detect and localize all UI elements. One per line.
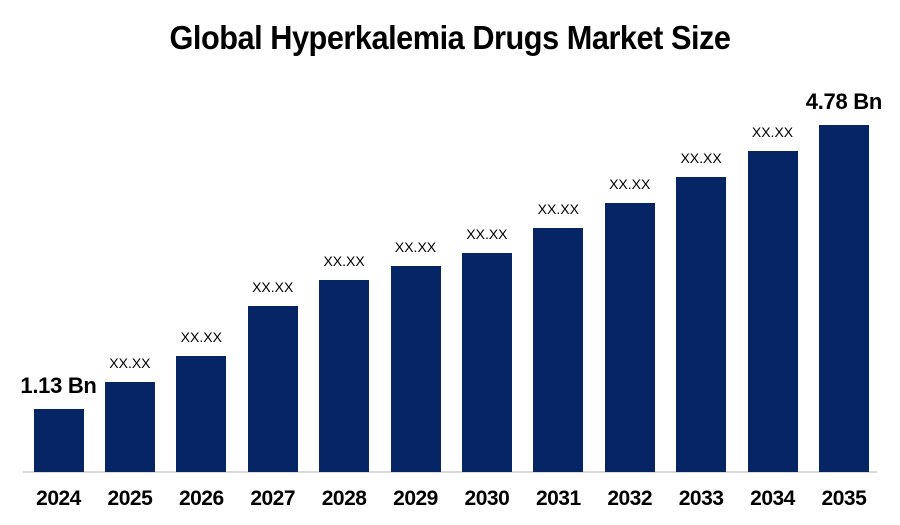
x-tick-label-2033: 2033 [678,487,724,510]
bar-2029 [390,266,441,472]
bar-value-label-2029: XX.XX [394,239,437,255]
x-tick-label-2028: 2028 [321,487,367,510]
bar-value-label-2034: XX.XX [751,124,794,140]
x-tick-label-2031: 2031 [535,487,581,510]
bar-2033 [676,177,727,472]
bar-2032 [604,203,655,472]
x-tick-label-2026: 2026 [178,487,224,510]
x-tick-label-2027: 2027 [250,487,296,510]
x-tick-label-2030: 2030 [464,487,510,510]
bar-value-label-2025: XX.XX [109,355,151,371]
bar-value-label-2030: XX.XX [466,226,508,242]
bar-value-label-2024: 1.13 Bn [20,373,97,398]
bar-value-label-2031: XX.XX [537,201,579,217]
bar-2028 [319,280,370,472]
bar-2027 [247,306,298,472]
x-tick-label-2025: 2025 [107,487,153,510]
bar-value-label-2028: XX.XX [323,253,365,269]
x-tick-label-2029: 2029 [393,487,438,510]
bar-2030 [461,253,512,472]
chart-title: Global Hyperkalemia Drugs Market Size [169,19,731,56]
bar-value-label-2027: XX.XX [252,279,294,295]
x-tick-label-2024: 2024 [36,487,81,510]
bar-2034 [747,151,798,472]
x-axis-line [23,471,877,473]
bar-2025 [104,382,155,472]
bar-2026 [176,356,227,472]
x-tick-label-2035: 2035 [821,487,867,510]
bar-2031 [533,228,584,472]
bar-2035 [818,125,869,472]
bar-value-label-2035: 4.78 Bn [805,89,882,114]
bar-value-label-2032: XX.XX [609,176,651,192]
x-tick-label-2032: 2032 [607,487,653,510]
bar-value-label-2026: XX.XX [180,329,222,345]
x-tick-label-2034: 2034 [750,487,795,510]
bar-value-label-2033: XX.XX [680,150,722,166]
bar-2024 [33,409,84,472]
